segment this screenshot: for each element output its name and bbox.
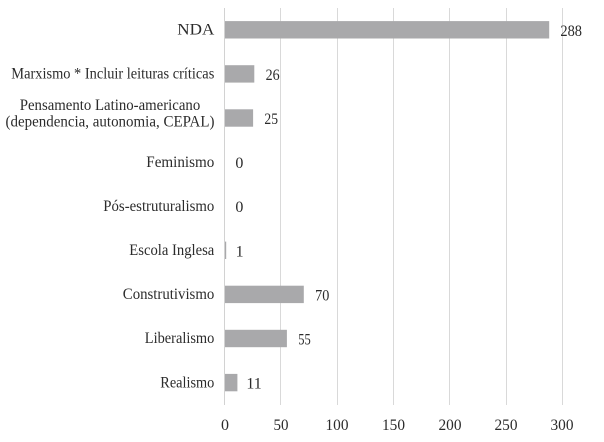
svg-text:Realismo: Realismo bbox=[160, 374, 214, 391]
svg-text:Marxismo * Incluir leituras cr: Marxismo * Incluir leituras críticas bbox=[11, 66, 214, 83]
svg-text:300: 300 bbox=[551, 417, 574, 434]
svg-text:0: 0 bbox=[235, 199, 243, 216]
svg-text:(dependencia, autonomia, CEPAL: (dependencia, autonomia, CEPAL) bbox=[6, 114, 215, 131]
svg-text:Liberalismo: Liberalismo bbox=[145, 330, 215, 347]
svg-text:70: 70 bbox=[315, 287, 329, 304]
svg-text:26: 26 bbox=[266, 67, 280, 84]
svg-text:Construtivismo: Construtivismo bbox=[123, 286, 215, 303]
svg-text:200: 200 bbox=[439, 417, 462, 434]
svg-text:NDA: NDA bbox=[177, 22, 214, 39]
svg-text:1: 1 bbox=[236, 243, 244, 260]
svg-text:0: 0 bbox=[221, 417, 229, 434]
svg-text:55: 55 bbox=[298, 332, 311, 349]
svg-text:Pós-estruturalismo: Pós-estruturalismo bbox=[103, 198, 214, 215]
svg-text:Pensamento Latino-americano: Pensamento Latino-americano bbox=[20, 97, 201, 114]
svg-text:288: 288 bbox=[560, 23, 582, 40]
svg-text:0: 0 bbox=[235, 155, 243, 172]
svg-text:25: 25 bbox=[264, 111, 278, 128]
svg-text:250: 250 bbox=[495, 417, 518, 434]
svg-text:11: 11 bbox=[246, 376, 261, 393]
svg-text:Feminismo: Feminismo bbox=[146, 154, 214, 171]
svg-text:Escola Inglesa: Escola Inglesa bbox=[129, 242, 214, 259]
svg-text:150: 150 bbox=[382, 417, 405, 434]
svg-text:100: 100 bbox=[326, 417, 349, 434]
svg-text:50: 50 bbox=[274, 417, 289, 434]
